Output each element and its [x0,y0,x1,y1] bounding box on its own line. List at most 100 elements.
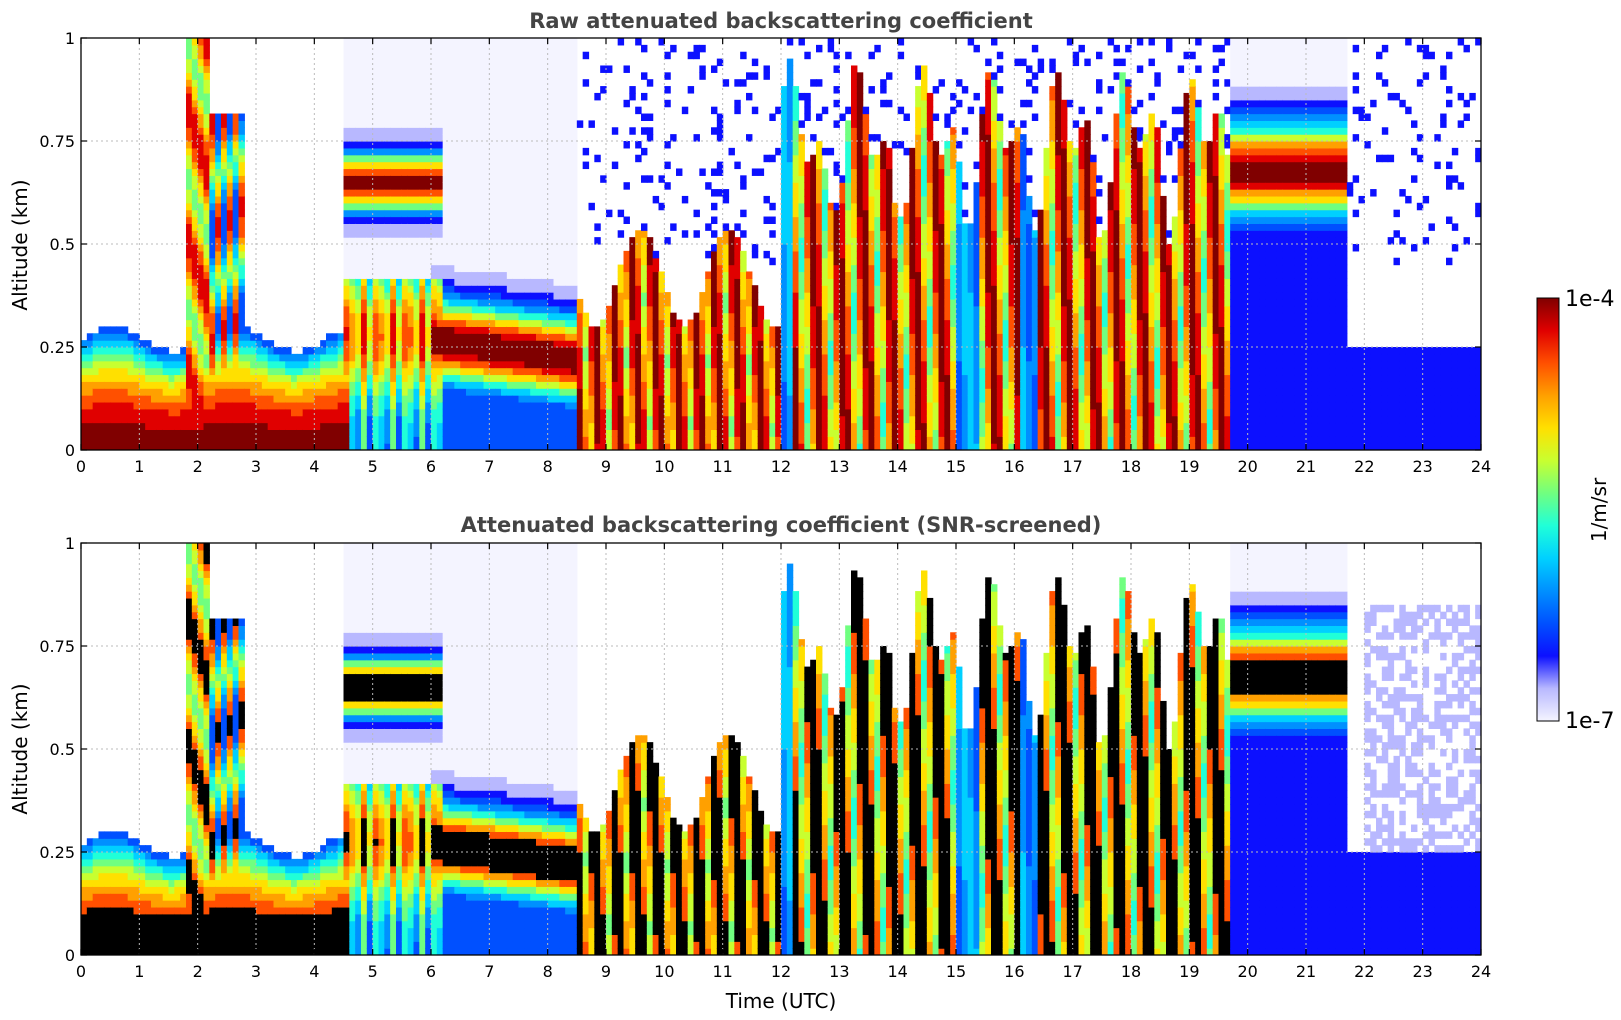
heatmap-cell [372,216,380,224]
heatmap-cell [693,408,700,417]
heatmap-cell [215,264,222,273]
heatmap-cell [226,134,234,142]
heatmap-cell [751,353,759,362]
heatmap-cell [547,120,555,128]
heatmap-cell [454,58,461,67]
heatmap-cell [378,298,385,307]
heatmap-cell [431,395,438,403]
heatmap-cell [98,360,105,369]
heatmap-cell [524,388,531,396]
heatmap-cell [419,374,426,382]
heatmap-cell [343,223,350,231]
heatmap-cell [821,388,829,396]
heatmap-cell [792,86,800,94]
heatmap-cell [396,374,403,382]
heatmap-cell [413,326,420,334]
heatmap-cell [466,401,473,410]
heatmap-cell [162,443,170,450]
heatmap-cell [833,278,840,286]
heatmap-cell [821,326,829,334]
heatmap-cell [512,319,520,327]
heatmap-cell [547,395,555,403]
heatmap-cell [833,388,840,396]
heatmap-cell [635,305,642,314]
heatmap-cell [215,388,222,396]
heatmap-cell [396,312,403,321]
heatmap-cell [588,367,595,376]
heatmap-cell [343,38,350,46]
heatmap-cell [483,415,490,424]
heatmap-cell [401,347,409,355]
heatmap-cell [501,44,508,53]
heatmap-cell [349,120,356,128]
heatmap-cell [431,244,438,252]
heatmap-cell [810,134,817,142]
heatmap-cell [186,305,193,314]
heatmap-cell [442,120,450,128]
heatmap-cell [746,388,753,396]
heatmap-cell [454,271,461,279]
heatmap-cell [215,360,222,369]
heatmap-cell [372,353,380,362]
heatmap-cell [401,44,409,53]
heatmap-cell [477,92,485,101]
heatmap-cell [483,401,490,410]
heatmap-cell [104,360,111,369]
heatmap-cell [530,340,537,348]
heatmap-cell [576,381,584,389]
heatmap-cell [571,182,578,190]
heatmap-cell [483,340,490,348]
heatmap-cell [524,422,531,430]
heatmap-cell [722,367,730,376]
heatmap-cell [775,422,782,430]
heatmap-cell [197,92,205,101]
heatmap-cell [687,326,695,334]
heatmap-cell [576,408,584,417]
heatmap-cell [436,51,444,60]
heatmap-cell [419,134,426,142]
heatmap-cell [722,353,730,362]
heatmap-cell [536,292,543,300]
heatmap-cell [186,154,193,163]
heatmap-cell [664,388,671,396]
heatmap-cell [442,72,450,80]
heatmap-cell [518,51,525,60]
heatmap-cell [600,340,607,348]
heatmap-cell [442,230,450,238]
heatmap-cell [448,415,455,424]
heatmap-cell [215,237,222,245]
heatmap-cell [401,175,409,183]
heatmap-cell [786,161,794,170]
heatmap-cell [314,374,321,382]
heatmap-cell [366,285,374,293]
heatmap-cell [250,401,257,410]
heatmap-cell [197,237,205,245]
heatmap-cell [611,333,619,341]
heatmap-cell [547,168,555,176]
heatmap-cell [197,223,205,231]
heatmap-cell [495,360,502,369]
heatmap-cell [711,347,718,355]
heatmap-cell [757,436,765,444]
heatmap-cell [378,305,385,314]
heatmap-cell [594,333,601,341]
heatmap-cell [471,182,479,190]
heatmap-cell [331,436,339,444]
heatmap-cell [448,292,455,300]
heatmap-cell [401,168,409,176]
heatmap-cell [757,443,765,450]
heatmap-cell [629,415,636,424]
heatmap-cell [197,312,205,321]
heatmap-cell [576,360,584,369]
heatmap-cell [396,353,403,362]
heatmap-cell [203,340,210,348]
heatmap-cell [816,230,823,238]
heatmap-cell [261,422,269,430]
heatmap-cell [378,38,385,46]
heatmap-cell [536,79,543,87]
heatmap-cell [378,106,385,115]
heatmap-cell [646,326,654,334]
heatmap-cell [734,106,741,115]
heatmap-cell [238,347,245,355]
heatmap-cell [191,353,199,362]
